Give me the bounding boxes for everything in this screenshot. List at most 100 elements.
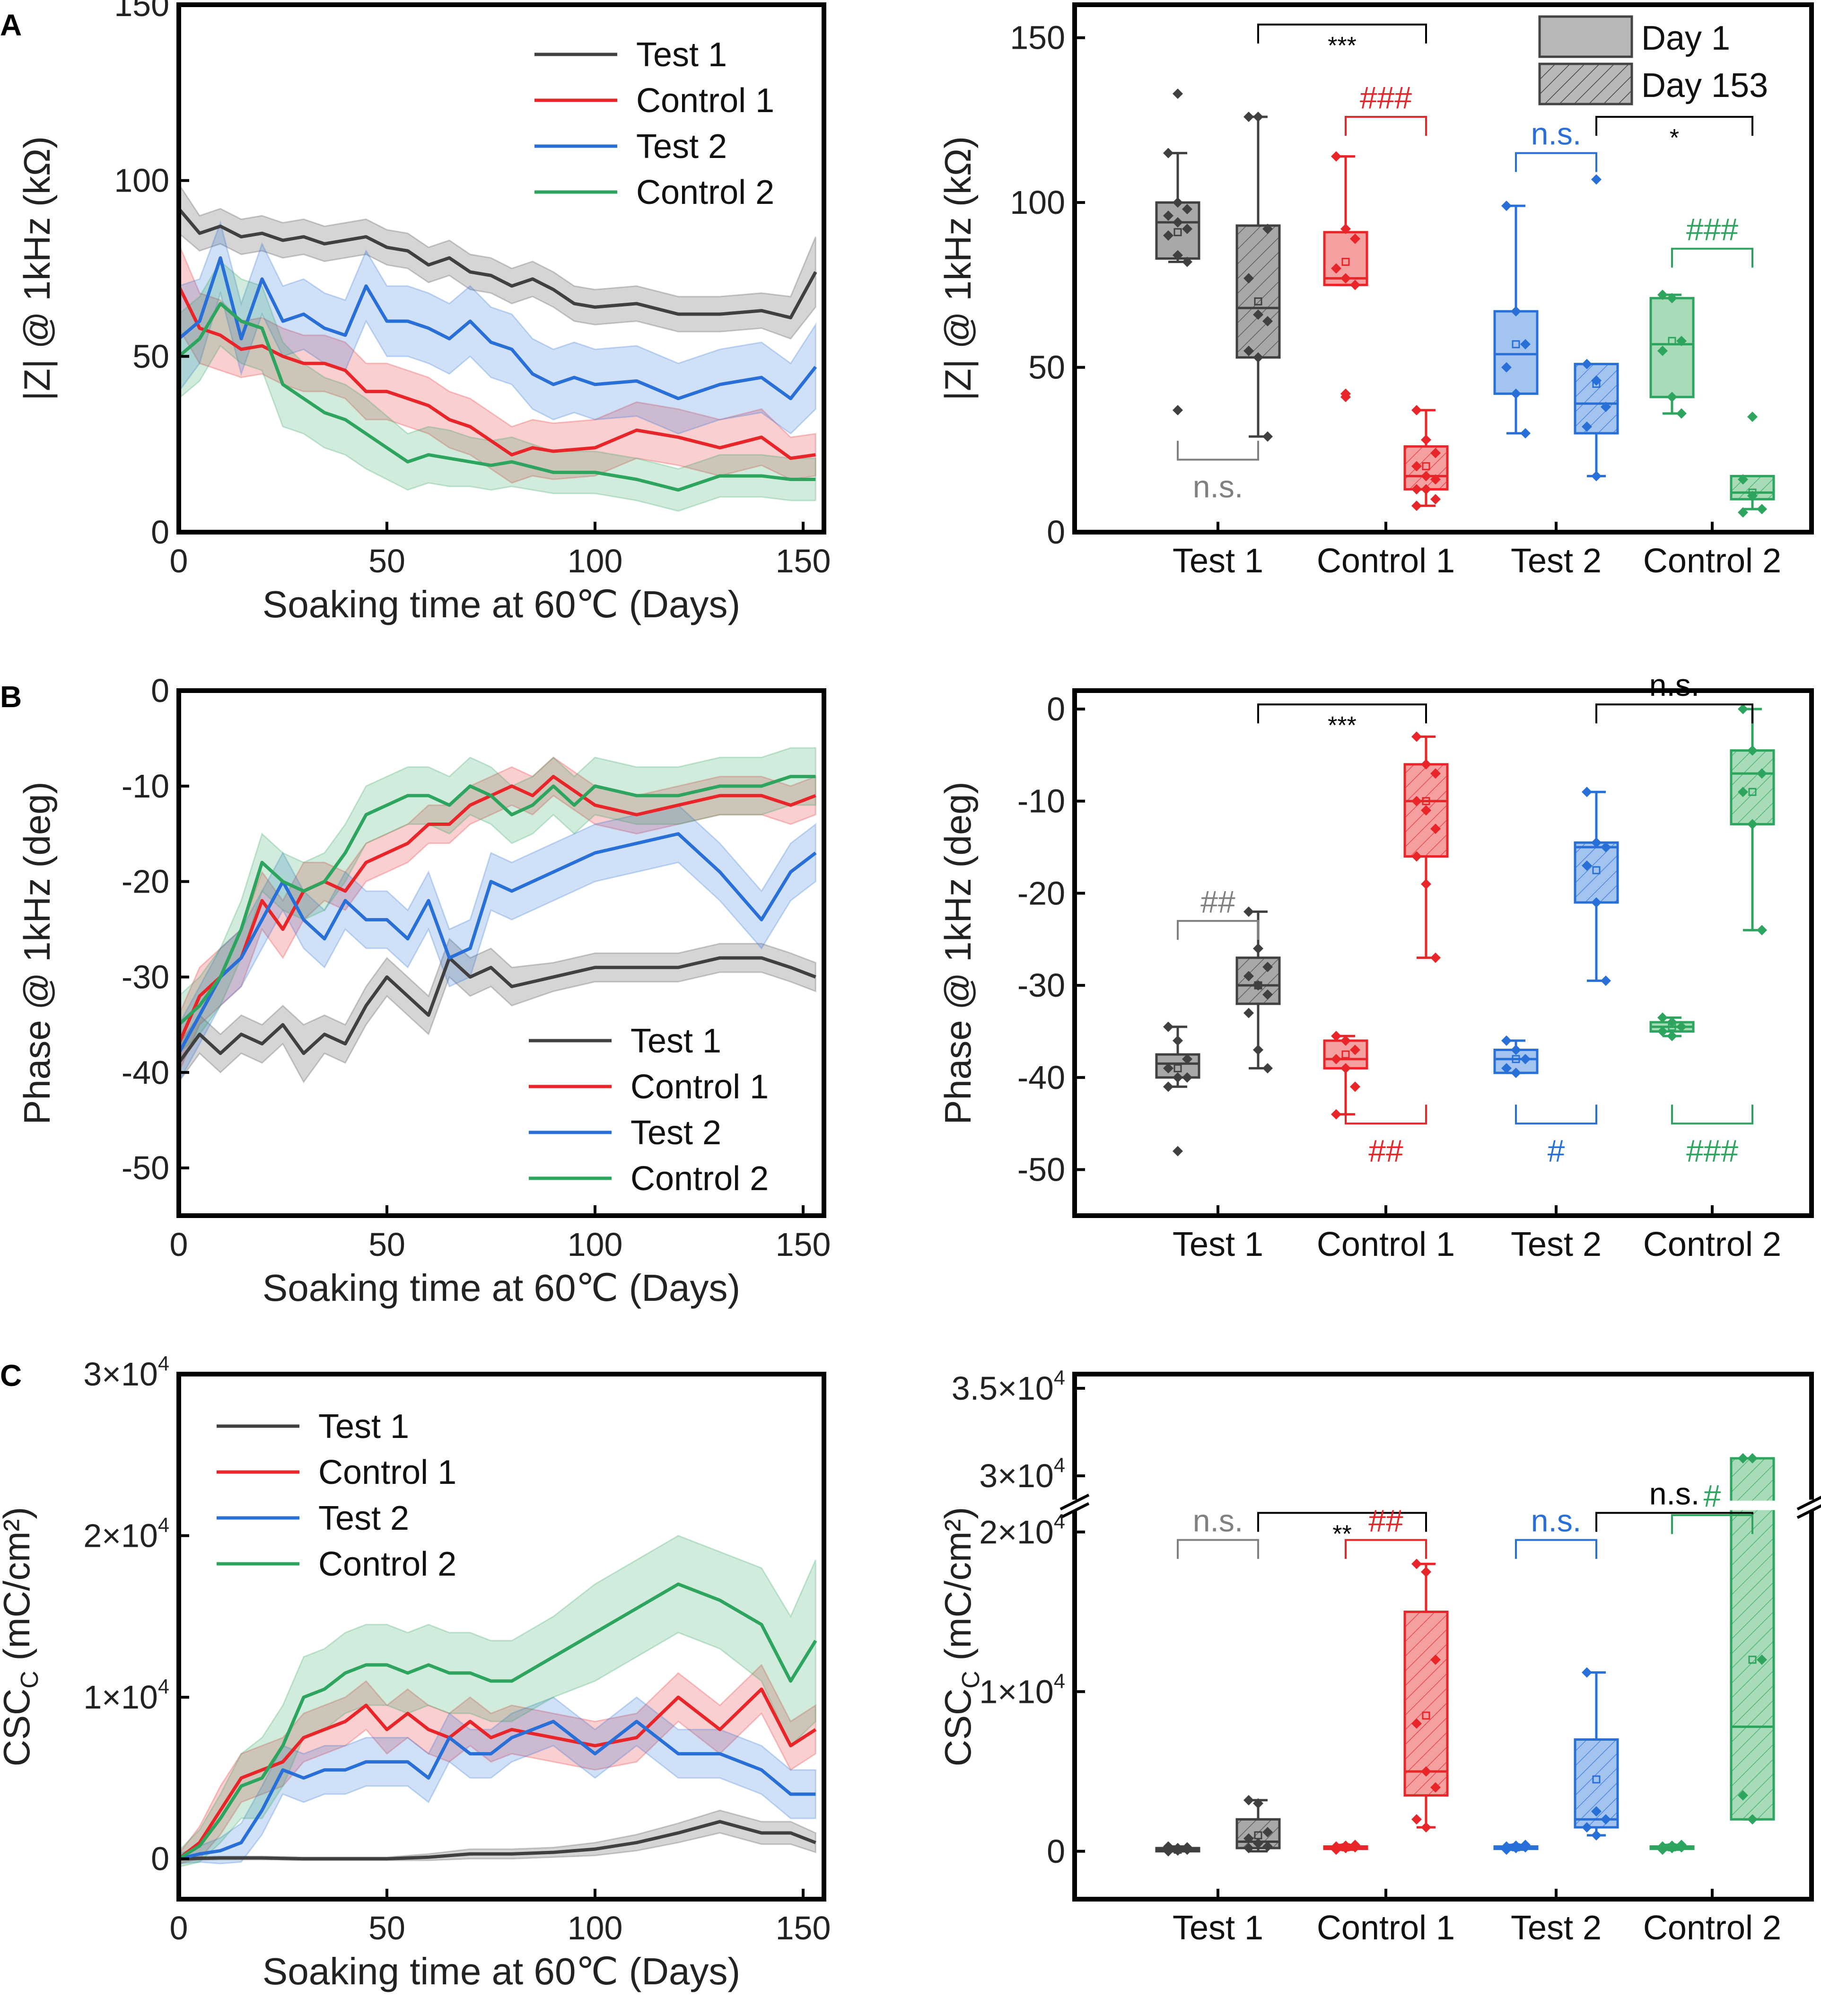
data-point	[1676, 408, 1687, 419]
data-point	[1667, 293, 1677, 304]
box-test-2-day-153	[1574, 174, 1619, 482]
annotation-label: *	[1670, 124, 1679, 152]
box-test-1-day-1	[1155, 1841, 1200, 1857]
data-point	[1501, 1841, 1512, 1852]
data-point	[1243, 273, 1254, 284]
box-iqr	[1574, 363, 1619, 435]
data-point	[1262, 316, 1273, 326]
band-test-2	[178, 804, 816, 1083]
annotation-label: n.s.	[1193, 469, 1243, 504]
x-axis-label: Soaking time at 60℃ (Days)	[263, 1950, 740, 1992]
legend-label-control-1: Control 1	[630, 1068, 769, 1106]
series-line-test-2	[178, 1719, 816, 1861]
data-point	[1520, 339, 1531, 350]
data-point	[1421, 759, 1431, 770]
data-point	[1501, 362, 1512, 373]
y-tick-label: -30	[1017, 967, 1065, 1004]
data-point	[1262, 1841, 1273, 1852]
data-point	[1182, 204, 1192, 215]
x-tick-label: 150	[776, 1910, 831, 1946]
y-tick-label: 0	[1047, 514, 1065, 551]
data-point	[1331, 1031, 1341, 1042]
axis-break-gap-right	[1797, 1499, 1821, 1511]
box-iqr	[1403, 1611, 1449, 1797]
data-point	[1243, 1008, 1254, 1018]
axis-break-mark-right	[1796, 1504, 1821, 1519]
y-axis-label: CSCC (mC/cm²)	[937, 1507, 985, 1767]
annotation-bracket	[1177, 1539, 1259, 1559]
data-point	[1173, 217, 1183, 228]
box-test-1-day-153	[1235, 906, 1281, 1074]
band-test-1	[178, 182, 816, 340]
y-tick-label: 50	[132, 338, 169, 375]
annotation-bracket	[1515, 1104, 1597, 1125]
plot-frame	[176, 688, 826, 1218]
x-tick-label: 100	[568, 1910, 623, 1946]
data-point	[1350, 1840, 1360, 1850]
data-point	[1331, 1109, 1341, 1120]
data-point	[1591, 837, 1602, 848]
annotation-label: #	[1704, 1478, 1721, 1513]
data-point	[1738, 703, 1748, 714]
band-control-2	[178, 747, 816, 1055]
annotation-bracket	[1671, 1514, 1753, 1534]
y-tick-label: -30	[122, 958, 169, 995]
series-line-control-1	[177, 285, 816, 460]
annotation-label: ###	[1686, 1133, 1738, 1168]
data-point	[1340, 1063, 1351, 1074]
outlier-point	[1591, 174, 1602, 185]
data-point	[1591, 1830, 1602, 1841]
data-point	[1262, 989, 1273, 1000]
box-mean	[1341, 258, 1350, 266]
data-point	[1253, 111, 1263, 122]
data-point	[1582, 1822, 1592, 1833]
y-tick-label: 150	[1010, 19, 1065, 56]
data-point	[1182, 1053, 1192, 1064]
plot-frame	[176, 2, 826, 535]
legend-label-test-1: Test 1	[636, 36, 727, 74]
box-control-1-day-153	[1403, 1559, 1449, 1833]
data-point	[1340, 223, 1351, 234]
y-tick-label: -20	[122, 863, 169, 900]
data-point	[1411, 461, 1422, 472]
data-point	[1511, 1840, 1521, 1851]
annotation-bracket	[1177, 920, 1259, 940]
data-point	[1511, 1068, 1521, 1078]
y-tick-label: 0	[1047, 691, 1065, 728]
annotation-1: n.s.	[1595, 667, 1753, 724]
data-point	[1430, 1654, 1441, 1665]
box-mean	[1422, 797, 1430, 806]
data-point	[1340, 273, 1351, 284]
category-label-test-2: Test 2	[1511, 1226, 1602, 1263]
data-point	[1421, 878, 1431, 889]
data-point	[1747, 819, 1758, 830]
x-tick-label: 150	[776, 543, 831, 579]
data-point	[1163, 210, 1173, 221]
data-point	[1430, 824, 1441, 834]
category-label-control-2: Control 2	[1643, 1226, 1781, 1263]
box-mean	[1512, 340, 1520, 349]
data-point	[1430, 474, 1441, 485]
data-point	[1253, 1838, 1263, 1849]
y-tick-label: 0	[151, 1841, 169, 1877]
line-chart-c-left: Soaking time at 60℃ (Days) Test 1 Control …	[176, 1372, 826, 1992]
axis-break-gap-box	[1724, 1500, 1781, 1510]
data-point	[1757, 768, 1767, 779]
box-test-2-day-1	[1493, 1035, 1539, 1078]
line-chart-b-left: Soaking time at 60℃ (Days) Test 1 Control …	[176, 688, 826, 1309]
data-point	[1657, 289, 1668, 300]
box-control-2-day-153	[1730, 412, 1775, 518]
annotation-label: #	[1548, 1133, 1565, 1168]
x-axis-label: Soaking time at 60℃ (Days)	[263, 583, 740, 625]
box-test-1-day-153	[1235, 1795, 1281, 1853]
data-point	[1657, 1012, 1668, 1023]
x-tick-label: 150	[776, 1226, 831, 1263]
legend-swatch-day-1	[1538, 15, 1633, 58]
box-mean	[1422, 462, 1430, 471]
data-point	[1757, 925, 1767, 936]
data-point	[1738, 787, 1748, 798]
line-chart-a-left: Soaking time at 60℃ (Days) Test 1 Control …	[176, 2, 826, 625]
y-tick-label: -10	[122, 768, 169, 805]
